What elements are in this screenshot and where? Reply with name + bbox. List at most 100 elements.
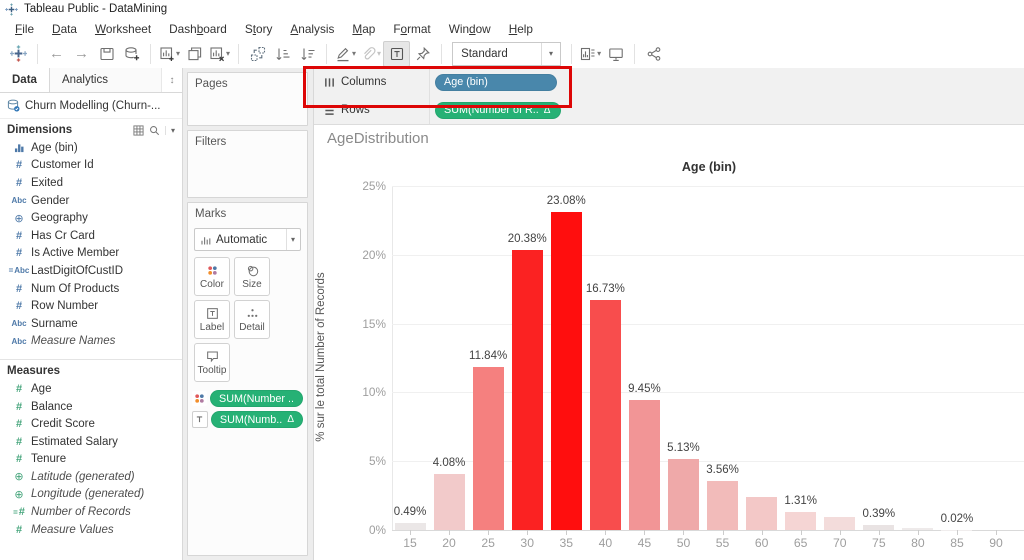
columns-shelf-well[interactable]: Age (bin) [430,73,557,91]
save-icon[interactable] [94,42,119,66]
menu-analysis[interactable]: Analysis [290,21,335,36]
measure-number-of-records[interactable]: = # Number of Records [0,503,182,521]
bar-age-60[interactable] [746,496,778,530]
tab-data[interactable]: Data [0,68,50,92]
bar-age-40[interactable] [589,299,621,530]
bar-age-55[interactable] [707,481,739,530]
size-button[interactable]: Size [234,257,270,296]
presentation-mode-icon[interactable] [603,42,628,66]
columns-pill[interactable]: Age (bin) [435,73,557,91]
marks-pill[interactable]: SUM(Numb.. Δ [210,411,303,428]
swap-rows-columns-icon[interactable] [245,42,270,66]
dimension-gender[interactable]: Abc Gender [0,192,182,210]
clear-sheet-icon[interactable]: ▾ [207,42,232,66]
highlight-icon[interactable]: ▾ [333,42,358,66]
bar-age-15[interactable] [394,523,426,530]
dimension-has-cr-card[interactable]: # Has Cr Card [0,227,182,245]
menu-help[interactable]: Help [508,21,533,36]
toolbar-divider [238,43,240,64]
rows-icon [324,105,335,116]
menu-data[interactable]: Data [52,21,77,36]
rows-shelf-well[interactable]: SUM(Number of R.. Δ [430,101,561,119]
detail-button[interactable]: Detail [234,300,270,339]
pages-card[interactable]: Pages [187,72,308,126]
bar-age-75[interactable] [863,524,895,530]
dimension-exited[interactable]: # Exited [0,174,182,192]
data-source-item[interactable]: Churn Modelling (Churn-... [0,93,182,119]
bar-value-label: 16.73% [585,282,625,295]
rows-shelf[interactable]: Rows SUM(Number of R.. Δ [314,96,1024,125]
share-icon[interactable] [641,42,666,66]
tab-analytics[interactable]: Analytics [49,68,161,92]
search-icon[interactable] [149,125,160,136]
group-members-icon[interactable]: ▾ [358,42,383,66]
show-hide-cards-icon[interactable]: ▾ [578,42,603,66]
undo-icon[interactable]: ← [49,45,64,62]
label-button[interactable]: Label [194,300,230,339]
chevron-down-icon[interactable]: ▾ [285,229,295,250]
x-tick-mark [644,530,646,535]
menu-map[interactable]: Map [352,21,376,36]
dimension-row-number[interactable]: # Row Number [0,297,182,315]
measure-balance[interactable]: # Balance [0,398,182,416]
measure-credit-score[interactable]: # Credit Score [0,415,182,433]
rows-shelf-label: Rows [341,104,370,116]
menu-story[interactable]: Story [244,21,273,36]
bar-age-45[interactable] [628,399,660,530]
dimensions-list: Age (bin) # Customer Id # Exited Abc Gender ⊕ Ge… [0,139,182,350]
x-tick-label: 85 [950,536,964,550]
show-mark-labels-icon[interactable] [383,40,411,67]
fix-axes-icon[interactable] [410,42,435,66]
marks-buttons: Color Size Label Detail Tooltip [188,251,307,382]
new-data-source-icon[interactable] [119,42,144,66]
dimension-age-bin-[interactable]: Age (bin) [0,139,182,157]
measure-age[interactable]: # Age [0,380,182,398]
menu-dashboard[interactable]: Dashboard [169,21,227,36]
bar-age-25[interactable] [472,367,504,530]
chevron-down-icon[interactable]: ▾ [541,42,560,65]
bar-age-30[interactable] [511,249,543,530]
pane-resize-icon[interactable]: ↕ [161,68,182,92]
dimension-customer-id[interactable]: # Customer Id [0,157,182,175]
dimension-lastdigitofcustid[interactable]: = Abc LastDigitOfCustID [8,264,124,277]
bar-age-65[interactable] [785,511,817,530]
measure-measure-values[interactable]: # Measure Values [0,521,182,539]
dimension-surname[interactable]: Abc Surname [0,315,182,333]
dimension-num-of-products[interactable]: # Num Of Products [0,280,182,298]
bar-age-35[interactable] [550,212,582,530]
bar-age-80[interactable] [902,528,934,530]
rows-pill[interactable]: SUM(Number of R.. Δ [435,101,561,119]
dimension-measure-names[interactable]: Abc Measure Names [0,333,182,351]
bar-age-20[interactable] [433,473,465,530]
tableau-logo-icon[interactable] [6,42,31,66]
menu-window[interactable]: Window [448,21,491,36]
tooltip-button[interactable]: Tooltip [194,343,230,382]
menu-file[interactable]: File [15,21,35,36]
view-mode-select[interactable]: Standard ▾ [452,41,562,66]
menu-format[interactable]: Format [393,21,431,36]
filters-card[interactable]: Filters [187,130,308,198]
measure-longitude-generated-[interactable]: ⊕ Longitude (generated) [0,486,182,504]
sheet-title[interactable]: AgeDistribution [327,130,429,147]
bar-age-50[interactable] [667,459,699,530]
new-worksheet-icon[interactable]: ▾ [157,42,182,66]
sort-descending-icon[interactable] [295,42,320,66]
chevron-down-icon[interactable]: ▾ [164,125,175,135]
view-data-grid-icon[interactable] [133,124,144,136]
bar-age-70[interactable] [824,516,856,530]
sort-ascending-icon[interactable] [270,42,295,66]
measure-tenure[interactable]: # Tenure [0,451,182,469]
measure-latitude-generated-[interactable]: ⊕ Latitude (generated) [0,468,182,486]
columns-shelf[interactable]: Columns Age (bin) [314,68,1024,97]
dimension-geography[interactable]: ⊕ Geography [0,209,182,227]
dimension-is-active-member[interactable]: # Is Active Member [0,245,182,263]
color-button[interactable]: Color [194,257,230,296]
mark-type-value: Automatic [216,233,268,246]
mark-type-select[interactable]: Automatic ▾ [194,228,301,251]
redo-icon[interactable]: → [74,45,89,62]
menu-worksheet[interactable]: Worksheet [94,21,152,36]
measure-estimated-salary[interactable]: # Estimated Salary [0,433,182,451]
duplicate-sheet-icon[interactable] [182,42,207,66]
tableau-logo-icon [5,2,18,16]
marks-pill[interactable]: SUM(Number .. [210,390,303,407]
